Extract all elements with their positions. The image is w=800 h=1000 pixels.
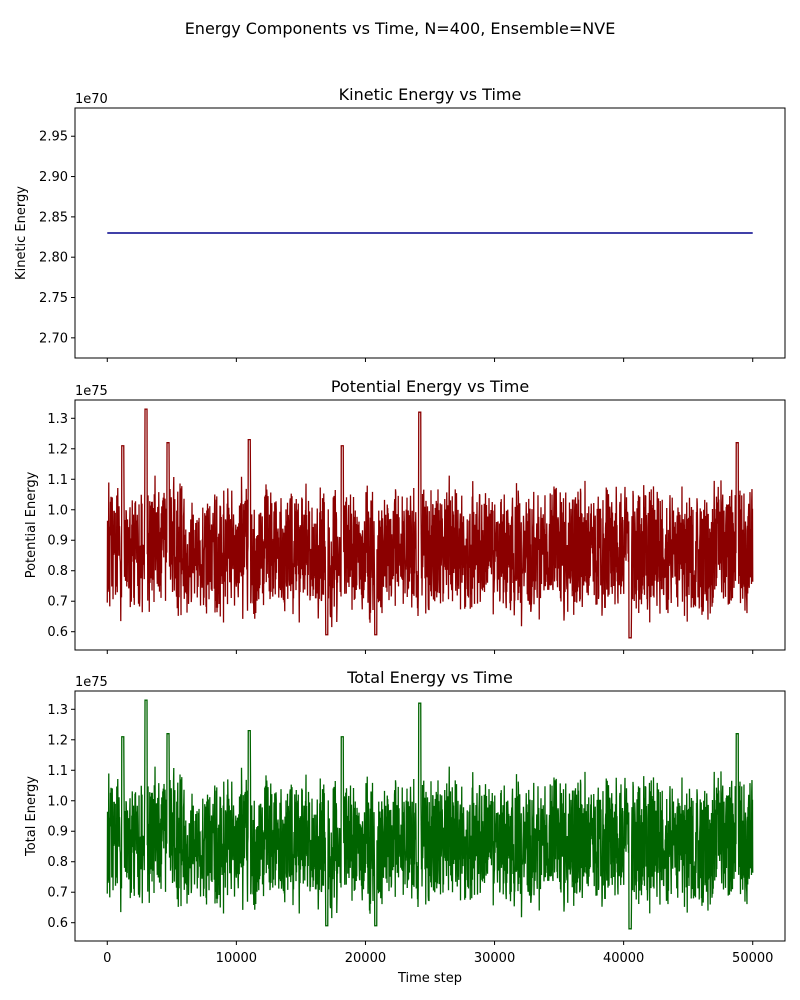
total-ytick-label: 0.6 [47, 916, 68, 931]
total-series-line [106, 699, 754, 930]
potential-offset-label: 1e75 [75, 384, 108, 399]
figure-suptitle: Energy Components vs Time, N=400, Ensemb… [185, 19, 616, 38]
potential-ytick-label: 0.9 [47, 534, 68, 549]
kinetic-ytick-label: 2.90 [39, 170, 68, 185]
total-offset-label: 1e75 [75, 675, 108, 690]
potential-ytick-label: 1.1 [47, 473, 68, 488]
kinetic-ytick-label: 2.80 [39, 251, 68, 266]
kinetic-panel: Kinetic Energy vs Time 1e70 Kinetic Energy… [14, 85, 786, 362]
total-ytick-label: 1.2 [47, 733, 68, 748]
total-xtick-label: 50000 [732, 951, 773, 966]
total-xtick-label: 10000 [216, 951, 257, 966]
total-ytick-label: 1.3 [47, 703, 68, 718]
potential-ylabel: Potential Energy [24, 471, 39, 578]
total-ytick-label: 1.1 [47, 764, 68, 779]
potential-series-line [106, 408, 754, 639]
kinetic-offset-label: 1e70 [75, 92, 108, 107]
potential-ytick-label: 0.7 [47, 595, 68, 610]
total-xlabel: Time step [397, 971, 462, 986]
total-ytick-label: 0.7 [47, 886, 68, 901]
kinetic-ytick-label: 2.75 [39, 291, 68, 306]
potential-ytick-label: 1.2 [47, 442, 68, 457]
potential-panel: Potential Energy vs Time 1e75 Potential En… [24, 377, 786, 654]
potential-ytick-label: 0.8 [47, 564, 68, 579]
total-ytick-label: 0.9 [47, 825, 68, 840]
potential-ytick-label: 1.0 [47, 503, 68, 518]
kinetic-ytick-label: 2.85 [39, 210, 68, 225]
kinetic-title: Kinetic Energy vs Time [339, 85, 522, 104]
total-xtick-label: 30000 [474, 951, 515, 966]
kinetic-axes-frame [74, 107, 786, 359]
total-axes-frame [74, 690, 786, 942]
total-title: Total Energy vs Time [346, 668, 513, 687]
kinetic-ytick-label: 2.70 [39, 331, 68, 346]
potential-title: Potential Energy vs Time [331, 377, 529, 396]
panels-group: Kinetic Energy vs Time 1e70 Kinetic Energy… [14, 85, 786, 986]
total-ylabel: Total Energy [24, 776, 39, 857]
total-ytick-label: 0.8 [47, 855, 68, 870]
potential-ytick-label: 0.6 [47, 625, 68, 640]
total-panel: Total Energy vs Time 1e75 Total Energy Time… [24, 668, 786, 986]
potential-ytick-label: 1.3 [47, 412, 68, 427]
kinetic-ylabel: Kinetic Energy [14, 186, 29, 280]
total-xtick-label: 0 [103, 951, 111, 966]
total-xtick-label: 20000 [345, 951, 386, 966]
total-ytick-label: 1.0 [47, 794, 68, 809]
total-xtick-label: 40000 [603, 951, 644, 966]
potential-axes-frame [74, 399, 786, 651]
kinetic-ytick-label: 2.95 [39, 130, 68, 145]
